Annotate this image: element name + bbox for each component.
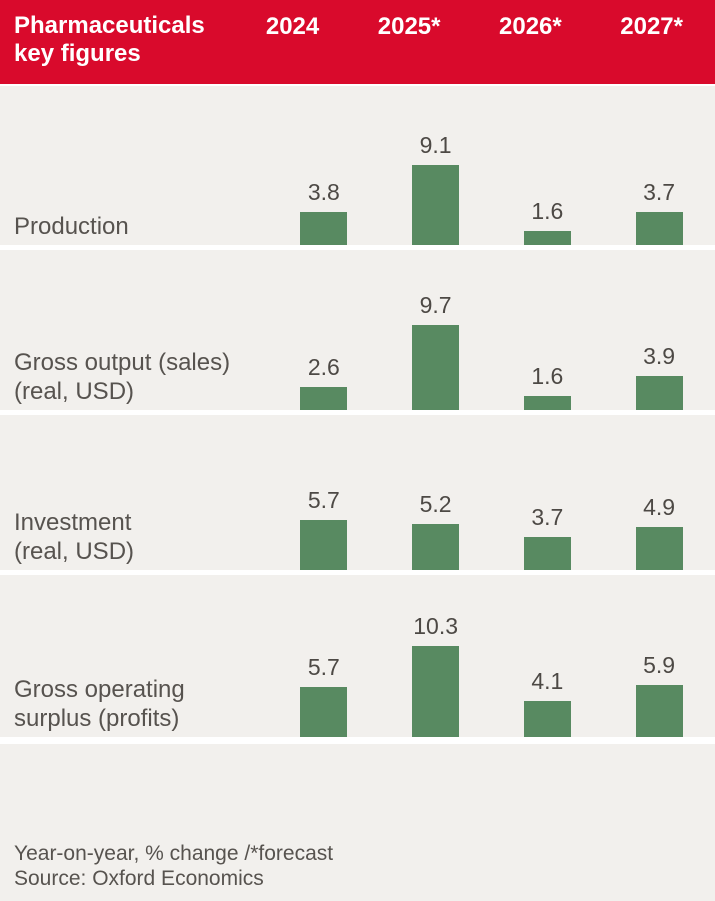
cell-production-2027: 3.7 (603, 86, 715, 245)
bar-production-2026 (523, 231, 571, 245)
column-headers: 2024 2025* 2026* 2027* (230, 0, 715, 84)
bar-gross-output-2024 (300, 387, 348, 410)
cell-gross-output-2024: 2.6 (268, 250, 380, 410)
bar-surplus-2027 (635, 685, 683, 737)
row-label-production: Production (14, 213, 129, 240)
column-header-2027f: 2027* (620, 13, 683, 40)
bar-investment-2026 (523, 537, 571, 570)
value-label: 3.8 (307, 179, 340, 205)
column-header-2024: 2024 (265, 13, 320, 40)
bar-investment-2024 (300, 520, 348, 570)
value-label: 5.9 (643, 652, 676, 678)
row-label-gross-output: Gross output (sales) (real, USD) (14, 349, 231, 405)
footnote: Year-on-year, % change /*forecast (14, 842, 334, 865)
bar-production-2027 (635, 212, 683, 245)
column-header-2025f: 2025* (377, 13, 441, 40)
bar-surplus-2024 (300, 687, 348, 737)
cell-production-2025: 9.1 (380, 86, 492, 245)
bar-gross-output-2027 (635, 376, 683, 410)
value-label: 3.9 (643, 343, 676, 369)
row-gross-output: Gross output (sales) (real, USD) 2.6 9.7… (0, 250, 715, 410)
cell-investment-2025: 5.2 (380, 415, 492, 570)
bar-gross-output-2026 (523, 396, 571, 410)
cell-investment-2024: 5.7 (268, 415, 380, 570)
value-label: 9.1 (419, 132, 452, 158)
divider (0, 570, 715, 575)
table-header: Pharmaceuticals key figures 2024 2025* 2… (0, 0, 715, 84)
row-production: Production 3.8 9.1 1.6 3.7 (0, 86, 715, 245)
bar-investment-2027 (635, 527, 683, 570)
chart-title: Pharmaceuticals key figures (14, 12, 205, 67)
divider (0, 84, 715, 86)
column-header-2026f: 2026* (499, 13, 562, 40)
bar-production-2025 (412, 165, 460, 245)
cell-production-2026: 1.6 (492, 86, 604, 245)
divider (0, 410, 715, 415)
cell-surplus-2025: 10.3 (380, 575, 492, 737)
row-investment: Investment (real, USD) 5.7 5.2 3.7 4.9 (0, 415, 715, 570)
value-label: 5.7 (307, 654, 340, 680)
cell-production-2024: 3.8 (268, 86, 380, 245)
value-label: 4.9 (643, 494, 676, 520)
cell-gross-output-2026: 1.6 (492, 250, 604, 410)
bar-gross-output-2025 (412, 325, 460, 410)
cell-investment-2027: 4.9 (603, 415, 715, 570)
bar-surplus-2026 (523, 701, 571, 737)
value-label: 9.7 (419, 292, 452, 318)
row-label-investment: Investment (real, USD) (14, 509, 135, 565)
value-label: 5.7 (307, 487, 340, 513)
bar-surplus-2025 (412, 646, 460, 737)
value-label: 1.6 (531, 363, 564, 389)
value-label: 1.6 (531, 198, 564, 224)
cell-gross-output-2025: 9.7 (380, 250, 492, 410)
divider (0, 245, 715, 250)
chart-footer: Year-on-year, % change /*forecast Source… (0, 744, 715, 901)
value-label: 10.3 (413, 613, 458, 639)
cell-investment-2026: 3.7 (492, 415, 604, 570)
value-label: 4.1 (531, 668, 564, 694)
value-label: 2.6 (307, 354, 340, 380)
source-note: Source: Oxford Economics (14, 867, 264, 890)
value-label: 5.2 (419, 491, 452, 517)
cell-surplus-2026: 4.1 (492, 575, 604, 737)
cell-gross-output-2027: 3.9 (603, 250, 715, 410)
cell-surplus-2024: 5.7 (268, 575, 380, 737)
value-label: 3.7 (643, 179, 676, 205)
row-label-gross-operating-surplus: Gross operating surplus (profits) (14, 676, 185, 732)
row-gross-operating-surplus: Gross operating surplus (profits) 5.7 10… (0, 575, 715, 737)
bar-production-2024 (300, 212, 348, 245)
cell-surplus-2027: 5.9 (603, 575, 715, 737)
value-label: 3.7 (531, 504, 564, 530)
bar-investment-2025 (412, 524, 460, 570)
divider (0, 737, 715, 744)
